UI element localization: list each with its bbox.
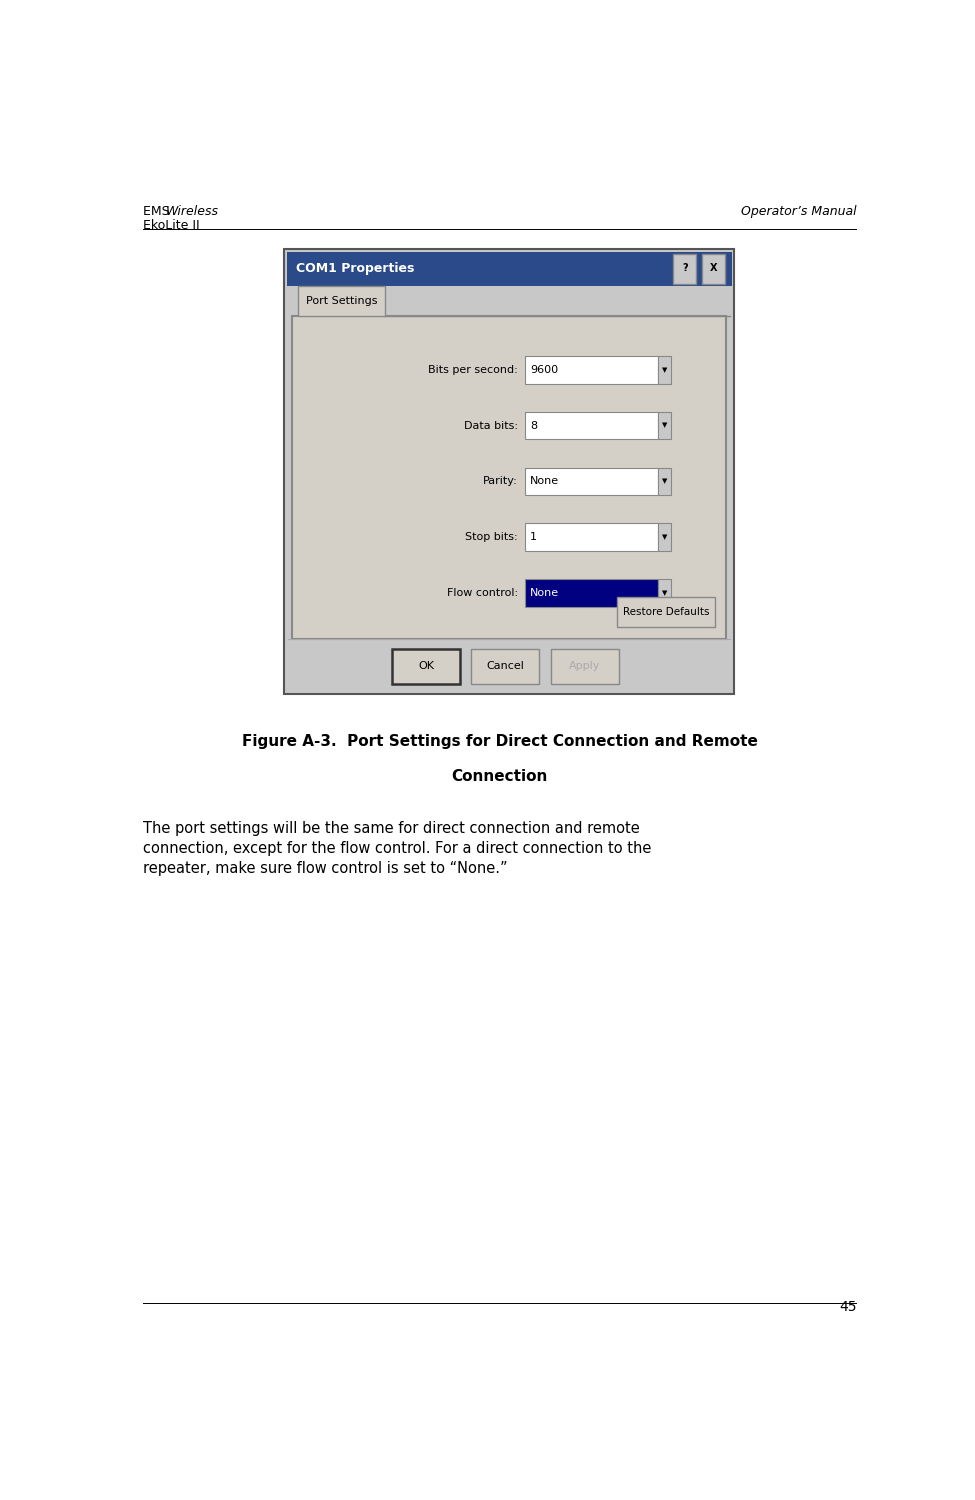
Text: ▼: ▼	[662, 423, 667, 429]
Text: OK: OK	[418, 662, 434, 672]
Text: EMS: EMS	[143, 206, 174, 219]
Text: Bits per second:: Bits per second:	[428, 364, 518, 375]
Text: COM1 Properties: COM1 Properties	[296, 262, 414, 276]
FancyBboxPatch shape	[657, 411, 671, 440]
Text: The port settings will be the same for direct connection and remote
connection, : The port settings will be the same for d…	[143, 821, 651, 876]
Text: ▼: ▼	[662, 366, 667, 372]
FancyBboxPatch shape	[292, 316, 726, 639]
FancyBboxPatch shape	[657, 356, 671, 384]
Text: 9600: 9600	[530, 364, 558, 375]
Text: Apply: Apply	[569, 662, 601, 672]
Text: Flow control:: Flow control:	[447, 588, 518, 598]
FancyBboxPatch shape	[526, 356, 657, 384]
Text: Cancel: Cancel	[487, 662, 525, 672]
FancyBboxPatch shape	[657, 468, 671, 495]
Text: 8: 8	[530, 420, 537, 430]
FancyBboxPatch shape	[287, 252, 731, 286]
Text: Port Settings: Port Settings	[305, 297, 377, 306]
Text: ?: ?	[682, 262, 687, 273]
Text: ▼: ▼	[662, 478, 667, 484]
FancyBboxPatch shape	[526, 579, 657, 608]
Text: 45: 45	[838, 1300, 856, 1314]
FancyBboxPatch shape	[617, 597, 715, 627]
FancyBboxPatch shape	[285, 249, 734, 694]
Text: Stop bits:: Stop bits:	[465, 532, 518, 543]
Text: Wireless: Wireless	[166, 206, 218, 219]
Text: EkoLite II: EkoLite II	[143, 219, 200, 232]
FancyBboxPatch shape	[702, 254, 724, 284]
FancyBboxPatch shape	[657, 579, 671, 608]
FancyBboxPatch shape	[298, 286, 385, 316]
Text: ▼: ▼	[662, 591, 667, 597]
Text: Restore Defaults: Restore Defaults	[623, 608, 709, 616]
Text: Parity:: Parity:	[483, 477, 518, 486]
FancyBboxPatch shape	[551, 650, 619, 684]
FancyBboxPatch shape	[526, 524, 657, 550]
Text: 1: 1	[530, 532, 537, 543]
Text: X: X	[710, 262, 718, 273]
Text: Data bits:: Data bits:	[464, 420, 518, 430]
Text: Operator’s Manual: Operator’s Manual	[741, 206, 856, 219]
FancyBboxPatch shape	[392, 650, 460, 684]
FancyBboxPatch shape	[526, 411, 657, 440]
Text: Connection: Connection	[451, 770, 548, 784]
Text: None: None	[530, 477, 559, 486]
FancyBboxPatch shape	[526, 468, 657, 495]
FancyBboxPatch shape	[674, 254, 696, 284]
Text: ▼: ▼	[662, 534, 667, 540]
FancyBboxPatch shape	[471, 650, 539, 684]
FancyBboxPatch shape	[657, 524, 671, 550]
Text: None: None	[530, 588, 559, 598]
Text: Figure A-3.  Port Settings for Direct Connection and Remote: Figure A-3. Port Settings for Direct Con…	[242, 735, 758, 750]
